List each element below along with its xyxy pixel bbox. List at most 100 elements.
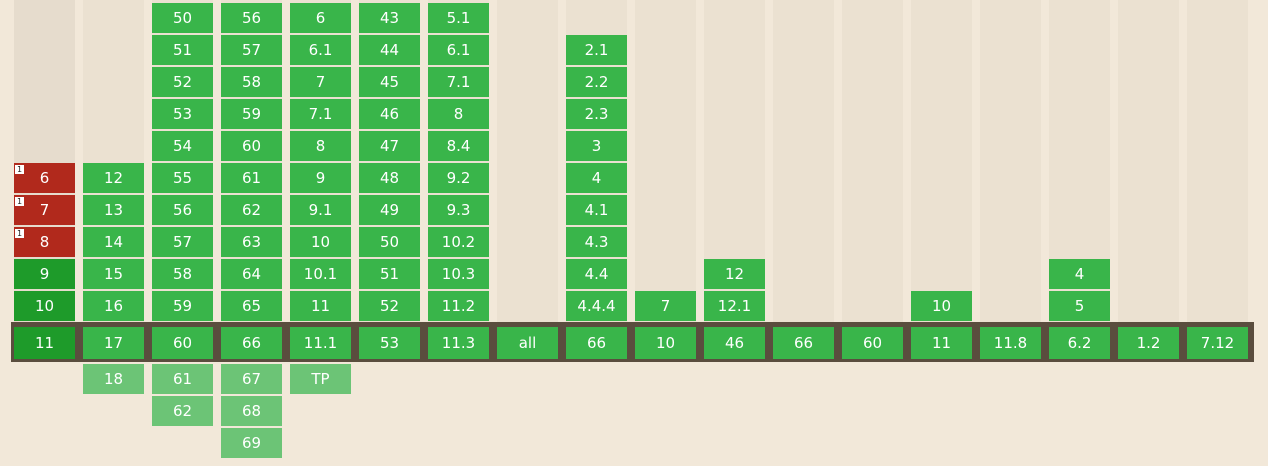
- version-cell[interactable]: 2.2: [566, 67, 627, 97]
- version-cell[interactable]: 12: [704, 259, 765, 289]
- version-cell[interactable]: 9.2: [428, 163, 489, 193]
- current-version-cell[interactable]: 60: [152, 327, 213, 359]
- version-cell[interactable]: 10.1: [290, 259, 351, 289]
- version-cell[interactable]: 10.2: [428, 227, 489, 257]
- version-cell[interactable]: 50: [359, 227, 420, 257]
- version-cell[interactable]: 4.4: [566, 259, 627, 289]
- version-cell[interactable]: 9: [290, 163, 351, 193]
- current-version-cell[interactable]: 66: [566, 327, 627, 359]
- version-cell[interactable]: 10: [911, 291, 972, 321]
- future-version-cell[interactable]: 61: [152, 364, 213, 394]
- version-cell[interactable]: 4: [1049, 259, 1110, 289]
- version-cell[interactable]: 2.1: [566, 35, 627, 65]
- version-cell[interactable]: 59: [152, 291, 213, 321]
- version-cell[interactable]: 43: [359, 3, 420, 33]
- version-cell[interactable]: 4.1: [566, 195, 627, 225]
- current-version-cell[interactable]: 11.1: [290, 327, 351, 359]
- current-version-cell[interactable]: 7.12: [1187, 327, 1248, 359]
- version-cell[interactable]: 51: [359, 259, 420, 289]
- version-cell[interactable]: 8: [428, 99, 489, 129]
- version-cell[interactable]: 64: [221, 259, 282, 289]
- version-cell[interactable]: 10.3: [428, 259, 489, 289]
- current-version-cell[interactable]: 1.2: [1118, 327, 1179, 359]
- version-cell[interactable]: 12.1: [704, 291, 765, 321]
- version-cell[interactable]: 56: [152, 195, 213, 225]
- current-version-cell[interactable]: 6.2: [1049, 327, 1110, 359]
- version-cell[interactable]: 46: [359, 99, 420, 129]
- version-cell[interactable]: 52: [152, 67, 213, 97]
- version-cell[interactable]: 16: [83, 291, 144, 321]
- version-cell[interactable]: 50: [152, 3, 213, 33]
- version-cell[interactable]: 15: [83, 259, 144, 289]
- version-cell[interactable]: 8: [290, 131, 351, 161]
- version-cell[interactable]: 10: [290, 227, 351, 257]
- version-cell[interactable]: 12: [83, 163, 144, 193]
- version-cell[interactable]: 54: [152, 131, 213, 161]
- version-cell[interactable]: 47: [359, 131, 420, 161]
- version-cell[interactable]: 7.1: [428, 67, 489, 97]
- version-cell[interactable]: 7.1: [290, 99, 351, 129]
- future-version-cell[interactable]: 67: [221, 364, 282, 394]
- version-cell[interactable]: 8.4: [428, 131, 489, 161]
- current-version-cell[interactable]: 11: [911, 327, 972, 359]
- current-version-cell[interactable]: 60: [842, 327, 903, 359]
- version-cell[interactable]: 57: [152, 227, 213, 257]
- current-version-cell[interactable]: 11: [14, 327, 75, 359]
- version-cell[interactable]: 5.1: [428, 3, 489, 33]
- version-cell[interactable]: 7: [635, 291, 696, 321]
- version-cell[interactable]: 11.2: [428, 291, 489, 321]
- version-cell[interactable]: 11: [290, 291, 351, 321]
- version-cell[interactable]: 6.1: [290, 35, 351, 65]
- version-cell[interactable]: 7: [290, 67, 351, 97]
- future-version-cell[interactable]: 69: [221, 428, 282, 458]
- version-cell[interactable]: 65: [221, 291, 282, 321]
- version-cell[interactable]: 51: [152, 35, 213, 65]
- future-version-cell[interactable]: 18: [83, 364, 144, 394]
- version-cell[interactable]: 58: [221, 67, 282, 97]
- current-version-cell[interactable]: 10: [635, 327, 696, 359]
- current-version-cell[interactable]: 66: [221, 327, 282, 359]
- version-cell[interactable]: 61: [221, 163, 282, 193]
- version-cell[interactable]: 9: [14, 259, 75, 289]
- current-version-cell[interactable]: 11.8: [980, 327, 1041, 359]
- current-version-cell[interactable]: 53: [359, 327, 420, 359]
- version-cell[interactable]: 45: [359, 67, 420, 97]
- version-cell[interactable]: 2.3: [566, 99, 627, 129]
- version-cell[interactable]: 58: [152, 259, 213, 289]
- version-cell[interactable]: 44: [359, 35, 420, 65]
- current-version-cell[interactable]: 66: [773, 327, 834, 359]
- version-cell[interactable]: 56: [221, 3, 282, 33]
- version-cell[interactable]: 9.1: [290, 195, 351, 225]
- future-version-cell[interactable]: 62: [152, 396, 213, 426]
- version-cell[interactable]: 55: [152, 163, 213, 193]
- version-cell[interactable]: 60: [221, 131, 282, 161]
- version-cell[interactable]: 14: [83, 227, 144, 257]
- future-version-cell[interactable]: TP: [290, 364, 351, 394]
- version-cell[interactable]: 4.3: [566, 227, 627, 257]
- version-cell[interactable]: 6.1: [428, 35, 489, 65]
- version-cell[interactable]: 6: [290, 3, 351, 33]
- version-cell[interactable]: 9.3: [428, 195, 489, 225]
- version-cell[interactable]: 62: [221, 195, 282, 225]
- version-cell[interactable]: 63: [221, 227, 282, 257]
- version-cell[interactable]: 53: [152, 99, 213, 129]
- future-version-cell[interactable]: 68: [221, 396, 282, 426]
- version-cell[interactable]: 10: [14, 291, 75, 321]
- version-cell[interactable]: 5: [1049, 291, 1110, 321]
- current-version-cell[interactable]: 17: [83, 327, 144, 359]
- version-cell[interactable]: 57: [221, 35, 282, 65]
- version-cell[interactable]: 49: [359, 195, 420, 225]
- current-version-cell[interactable]: all: [497, 327, 558, 359]
- current-version-cell[interactable]: 46: [704, 327, 765, 359]
- version-cell[interactable]: 4.4.4: [566, 291, 627, 321]
- current-version-cell[interactable]: 11.3: [428, 327, 489, 359]
- version-cell[interactable]: 48: [359, 163, 420, 193]
- version-cell[interactable]: 3: [566, 131, 627, 161]
- version-cell[interactable]: 59: [221, 99, 282, 129]
- version-cell[interactable]: 4: [566, 163, 627, 193]
- version-cell[interactable]: 52: [359, 291, 420, 321]
- version-cell[interactable]: 13: [83, 195, 144, 225]
